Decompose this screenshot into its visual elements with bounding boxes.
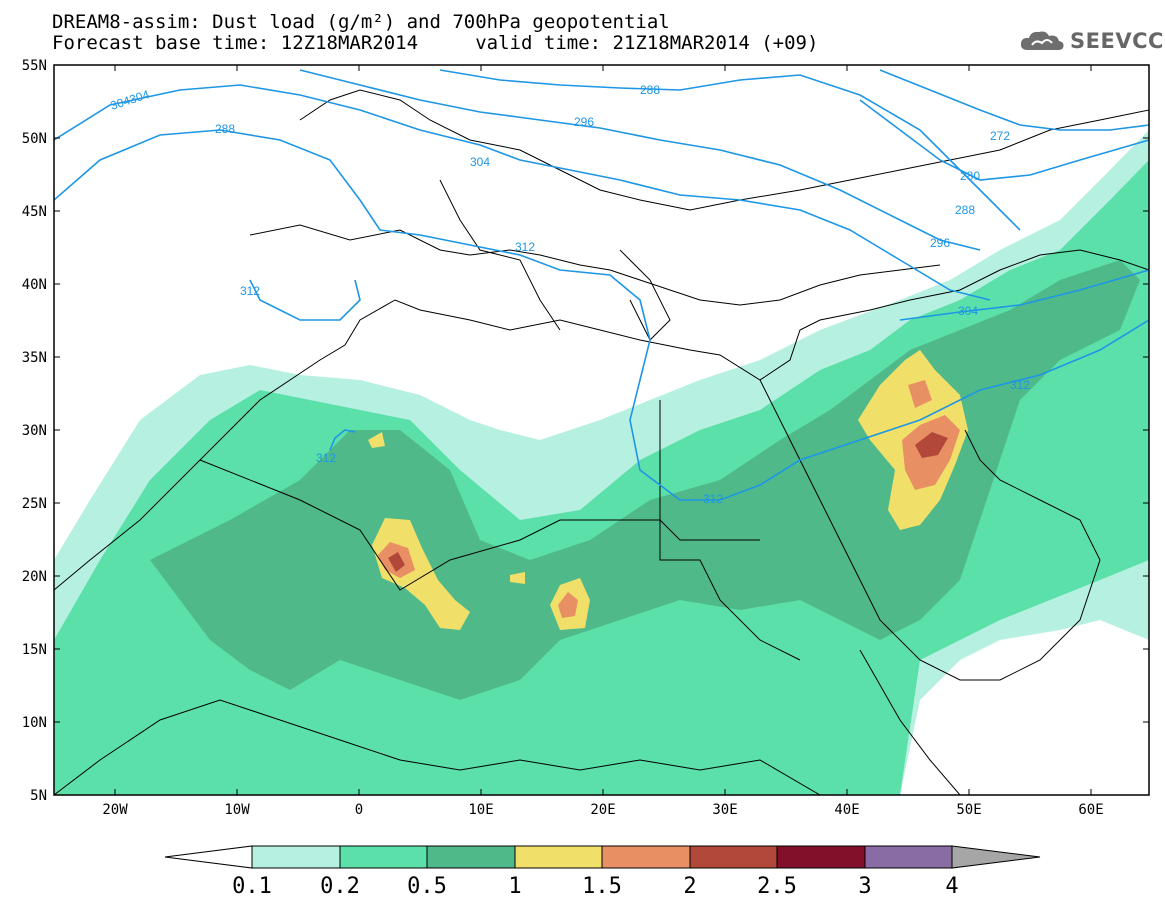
legend-tick-label: 3 xyxy=(858,874,871,899)
contour-272 xyxy=(879,69,1149,131)
legend-tick-label: 1.5 xyxy=(582,874,622,899)
legend-color-box xyxy=(426,845,516,869)
legend-color-box xyxy=(514,845,603,869)
dust-level-1 xyxy=(368,432,385,448)
contour-312-iberia xyxy=(249,279,361,321)
contour-label: 296 xyxy=(930,236,950,250)
legend-tick-label: 2.5 xyxy=(757,874,797,899)
lon-label: 30E xyxy=(712,802,737,818)
legend-tick-label: 0.1 xyxy=(232,874,272,899)
lat-label: 50N xyxy=(22,131,47,147)
legend-tick-label: 4 xyxy=(945,874,958,899)
dust-level-0.5 xyxy=(150,260,1140,700)
contour-label: 296 xyxy=(574,115,594,129)
dust-level-2 xyxy=(388,552,405,572)
lon-label: 40E xyxy=(834,802,859,818)
lat-label: 40N xyxy=(22,277,47,293)
lon-label: 50E xyxy=(956,802,981,818)
contour-312-atlas xyxy=(329,429,356,451)
lon-label: 20W xyxy=(102,802,128,818)
contour-label: 312 xyxy=(240,284,260,298)
latitude-axis: 55N 50N 45N 40N 35N 30N 25N 20N 15N 10N … xyxy=(22,58,1149,804)
lon-label: 60E xyxy=(1078,802,1103,818)
contour-label: 304 xyxy=(958,304,978,318)
lat-label: 5N xyxy=(30,788,47,804)
contour-label: 304 xyxy=(470,155,490,169)
contour-label: 312 xyxy=(703,492,723,506)
map-subtitle: Forecast base time: 12Z18MAR2014 valid t… xyxy=(52,32,819,54)
coastlines xyxy=(54,89,1149,795)
legend-tick-label: 0.5 xyxy=(407,874,447,899)
lat-label: 25N xyxy=(22,496,47,512)
legend-color-box xyxy=(339,845,428,869)
lat-label: 35N xyxy=(22,350,47,366)
geopotential-contours xyxy=(54,69,1149,501)
contour-312-west xyxy=(54,129,1149,501)
lon-label: 10W xyxy=(224,802,250,818)
contour-label: 288 xyxy=(640,83,660,97)
dust-level-1.5 xyxy=(558,592,578,618)
legend-color-box xyxy=(864,845,953,869)
lat-label: 45N xyxy=(22,204,47,220)
contour-label: 288 xyxy=(215,122,235,136)
legend-tick-label: 2 xyxy=(683,874,696,899)
contour-label-group: 304304 288 288 296 304 312 312 312 312 3… xyxy=(109,83,1031,506)
legend-color-box xyxy=(776,845,866,869)
dust-level-2 xyxy=(915,432,948,458)
cloud-icon xyxy=(1020,31,1064,50)
legend-over-triangle xyxy=(951,845,1041,869)
contour-288 xyxy=(439,69,1021,231)
contour-296 xyxy=(299,69,981,251)
lat-label: 30N xyxy=(22,423,47,439)
legend-under-triangle xyxy=(164,845,253,869)
color-legend: 0.1 0.2 0.5 1 1.5 2 2.5 3 4 xyxy=(164,845,1041,899)
lat-label: 10N xyxy=(22,715,47,731)
contour-label: 312 xyxy=(1010,378,1030,392)
dust-level-1 xyxy=(510,572,525,584)
lon-label: 0 xyxy=(355,802,363,818)
contour-label: 272 xyxy=(990,129,1010,143)
legend-color-box xyxy=(689,845,778,869)
lat-label: 15N xyxy=(22,642,47,658)
contour-304-west xyxy=(54,84,991,301)
contour-label: 280 xyxy=(960,169,980,183)
contour-label: 312 xyxy=(515,240,535,254)
logo-text: SEEVCCC xyxy=(1070,29,1165,53)
dust-level-1.5 xyxy=(908,380,932,408)
legend-color-box xyxy=(251,845,341,869)
seevccc-logo: SEEVCCC xyxy=(1018,28,1165,54)
lon-label: 20E xyxy=(590,802,615,818)
lat-label: 20N xyxy=(22,569,47,585)
contour-304-east xyxy=(899,269,1149,321)
legend-tick-label: 1 xyxy=(508,874,521,899)
dust-field xyxy=(54,130,1149,795)
lat-label: 55N xyxy=(22,58,47,74)
legend-tick-label: 0.2 xyxy=(320,874,360,899)
legend-color-box xyxy=(601,845,691,869)
map-title: DREAM8-assim: Dust load (g/m²) and 700hP… xyxy=(52,11,670,33)
contour-280 xyxy=(859,99,1149,181)
lon-label: 10E xyxy=(468,802,493,818)
contour-label: 288 xyxy=(955,203,975,217)
longitude-axis: 20W 10W 0 10E 20E 30E 40E 50E 60E xyxy=(102,65,1104,818)
contour-label: 312 xyxy=(316,451,336,465)
